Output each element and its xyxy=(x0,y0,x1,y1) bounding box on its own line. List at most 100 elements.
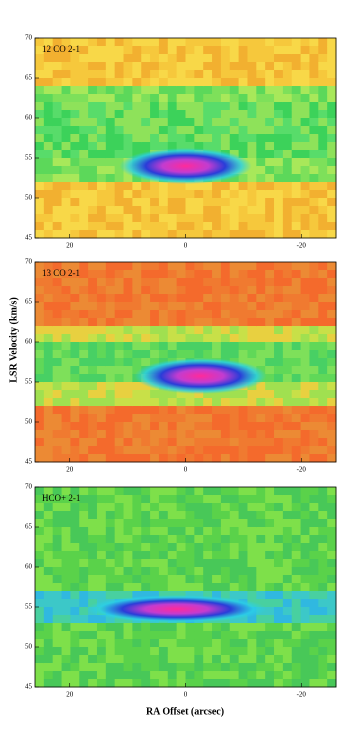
pixel xyxy=(96,126,107,135)
pixel xyxy=(318,623,328,632)
pixel xyxy=(132,334,142,343)
pixel xyxy=(123,294,133,303)
pixel xyxy=(318,206,328,215)
pixel xyxy=(300,454,310,463)
pixel xyxy=(256,631,266,640)
pixel xyxy=(114,118,125,127)
pixel xyxy=(35,519,45,528)
pixel xyxy=(185,334,195,343)
pixel xyxy=(203,262,213,271)
pixel xyxy=(220,519,231,528)
pixel xyxy=(141,543,151,552)
pixel xyxy=(141,406,151,415)
pixel xyxy=(185,126,195,135)
pixel xyxy=(203,102,213,111)
pixel xyxy=(167,38,178,47)
pixel xyxy=(43,158,54,167)
pixel xyxy=(79,310,89,319)
pixel xyxy=(52,342,63,351)
pixel xyxy=(70,567,80,576)
pixel xyxy=(167,230,178,239)
pixel xyxy=(203,591,213,600)
pixel xyxy=(256,262,266,271)
pixel xyxy=(309,398,319,407)
pixel xyxy=(167,671,178,680)
pixel xyxy=(318,647,328,656)
panel-label: 13 CO 2-1 xyxy=(42,268,80,278)
pixel xyxy=(282,551,293,560)
pixel xyxy=(247,78,257,87)
pixel xyxy=(309,551,319,560)
pixel xyxy=(265,374,275,383)
pixel xyxy=(141,422,151,431)
pixel xyxy=(105,543,116,552)
pixel xyxy=(318,607,328,616)
pixel xyxy=(238,102,248,111)
pixel xyxy=(300,446,310,455)
pixel xyxy=(247,390,257,399)
pixel xyxy=(194,78,204,87)
pixel xyxy=(247,663,257,672)
pixel xyxy=(158,487,169,496)
pixel xyxy=(327,206,337,215)
pixel xyxy=(35,182,45,191)
pixel xyxy=(123,559,133,568)
pixel xyxy=(300,294,310,303)
pixel xyxy=(282,302,293,311)
pixel xyxy=(318,535,328,544)
pixel xyxy=(256,142,266,151)
pixel xyxy=(123,78,133,87)
pixel xyxy=(70,286,80,295)
pixel xyxy=(167,342,178,351)
pixel xyxy=(141,647,151,656)
pixel xyxy=(158,527,169,536)
pixel xyxy=(43,414,54,423)
pixel xyxy=(185,679,195,688)
pixel xyxy=(150,487,160,496)
pixel xyxy=(70,438,80,447)
pixel xyxy=(327,647,337,656)
panel-label: 12 CO 2-1 xyxy=(42,44,80,54)
pixel xyxy=(282,446,293,455)
pixel xyxy=(309,278,319,287)
pixel xyxy=(194,679,204,688)
pixel xyxy=(114,655,125,664)
pixel xyxy=(141,182,151,191)
pixel xyxy=(150,86,160,95)
pixel xyxy=(150,639,160,648)
pixel xyxy=(105,567,116,576)
pixel xyxy=(35,398,45,407)
pixel xyxy=(150,543,160,552)
pixel xyxy=(43,398,54,407)
pixel xyxy=(212,583,222,592)
pixel xyxy=(35,390,45,399)
pixel xyxy=(247,422,257,431)
pixel xyxy=(176,438,186,447)
pixel xyxy=(282,430,293,439)
pixel xyxy=(318,430,328,439)
pixel xyxy=(167,126,178,135)
pixel xyxy=(70,326,80,335)
pixel xyxy=(309,70,319,79)
pixel xyxy=(52,366,63,375)
pixel xyxy=(61,142,71,151)
pixel xyxy=(274,118,284,127)
pixel xyxy=(318,422,328,431)
pixel xyxy=(318,294,328,303)
x-tick-label: -20 xyxy=(297,466,307,474)
pixel xyxy=(318,262,328,271)
pixel xyxy=(105,406,116,415)
pixel xyxy=(141,78,151,87)
pixel xyxy=(291,126,302,135)
pixel xyxy=(105,647,116,656)
pixel xyxy=(52,294,63,303)
pixel xyxy=(43,182,54,191)
pixel xyxy=(123,511,133,520)
pixel xyxy=(327,430,337,439)
pixel xyxy=(167,214,178,223)
pixel xyxy=(282,62,293,71)
pixel xyxy=(35,422,45,431)
pixel xyxy=(123,655,133,664)
pixel xyxy=(132,559,142,568)
pixel xyxy=(105,158,116,167)
